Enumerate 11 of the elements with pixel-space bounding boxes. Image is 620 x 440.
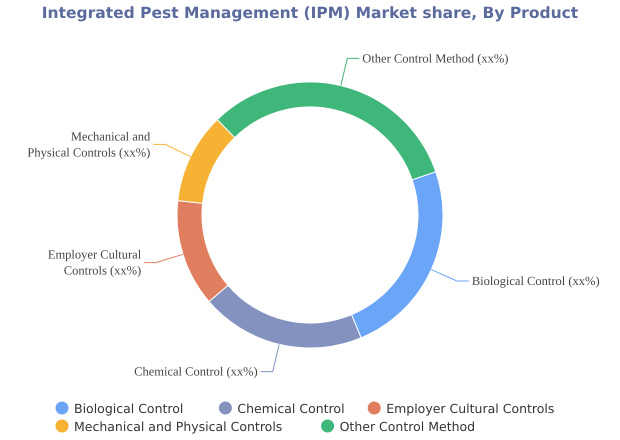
legend-label: Employer Cultural Controls [386, 401, 554, 416]
data-label: Employer Cultural Controls (xx%) [48, 248, 142, 278]
chart-title: Integrated Pest Management (IPM) Market share, By Product [42, 4, 579, 22]
legend-label: Chemical Control [237, 401, 345, 416]
data-label: Other Control Method (xx%) [362, 51, 508, 66]
data-label: Biological Control (xx%) [472, 274, 600, 288]
legend-label: Mechanical and Physical Controls [74, 419, 282, 434]
data-label: Mechanical and Physical Controls (xx%) [27, 129, 152, 160]
legend-label: Biological Control [74, 401, 184, 416]
data-label: Chemical Control (xx%) [134, 364, 258, 379]
legend-label: Other Control Method [340, 419, 476, 434]
